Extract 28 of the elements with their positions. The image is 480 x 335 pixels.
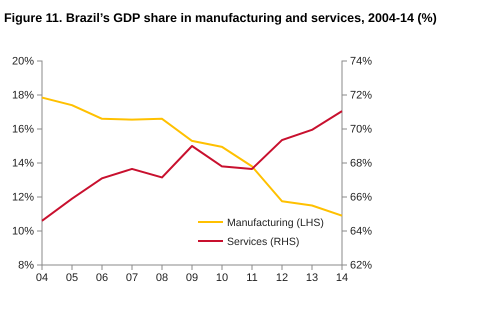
y-tick-label: 10%: [12, 226, 34, 238]
y-tick-label: 18%: [12, 90, 34, 102]
y2-tick-label: 72%: [350, 90, 372, 102]
y2-tick-label: 70%: [350, 124, 372, 136]
x-tick-label: 11: [246, 272, 258, 284]
y2-tick-label: 66%: [350, 192, 372, 204]
x-tick-label: 04: [36, 272, 48, 284]
y-tick-label: 20%: [12, 56, 34, 68]
y-tick-label: 14%: [12, 158, 34, 170]
y2-tick-label: 68%: [350, 158, 372, 170]
x-tick-label: 07: [126, 272, 138, 284]
y-tick-label: 12%: [12, 192, 34, 204]
legend-label: Manufacturing (LHS): [227, 217, 324, 229]
x-tick-label: 14: [336, 272, 348, 284]
x-tick-label: 08: [156, 272, 168, 284]
legend-label: Services (RHS): [227, 236, 300, 248]
y-tick-label: 8%: [18, 260, 34, 272]
x-tick-label: 05: [66, 272, 78, 284]
x-tick-label: 10: [216, 272, 228, 284]
y2-tick-label: 64%: [350, 226, 372, 238]
x-tick-label: 12: [276, 272, 288, 284]
y2-tick-label: 62%: [350, 260, 372, 272]
x-tick-label: 09: [186, 272, 198, 284]
x-tick-label: 13: [306, 272, 318, 284]
chart-title: Figure 11. Brazil’s GDP share in manufacturing and services, 2004-14 (%): [4, 11, 437, 25]
y-tick-label: 16%: [12, 124, 34, 136]
y2-tick-label: 74%: [350, 56, 372, 68]
x-tick-label: 06: [96, 272, 108, 284]
